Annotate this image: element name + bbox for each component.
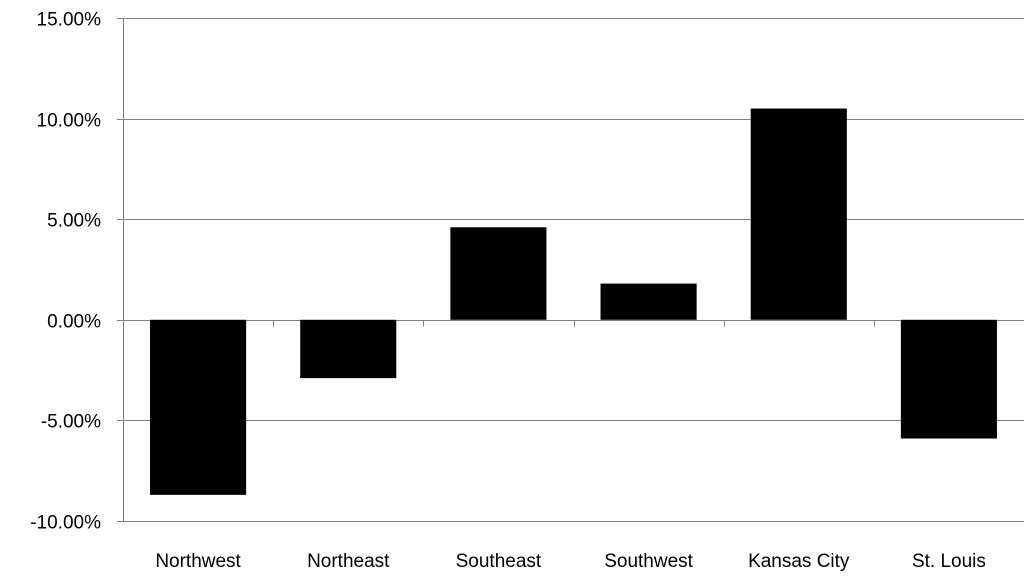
x-category-label: Kansas City — [748, 551, 850, 572]
y-tick-label: 0.00% — [47, 312, 101, 333]
y-tick-label: -10.00% — [30, 513, 101, 534]
y-tick-label: 15.00% — [37, 10, 102, 31]
bar-northwest — [150, 319, 247, 495]
x-category-label: Northeast — [307, 551, 390, 572]
bar-southeast — [450, 227, 547, 320]
bar-st-louis — [900, 319, 997, 439]
axes — [117, 18, 1024, 522]
y-tick-label: 10.00% — [37, 111, 102, 132]
gridlines — [123, 18, 1024, 522]
bar-southwest — [600, 283, 697, 320]
bar-kansas-city — [750, 108, 847, 320]
x-category-label: Southeast — [456, 551, 542, 572]
y-tick-label: -5.00% — [41, 412, 101, 433]
bars — [150, 108, 997, 495]
y-tick-label: 5.00% — [47, 211, 101, 232]
y-tick-labels: -10.00% -5.00% 0.00% 5.00% 10.00% 15.00% — [30, 10, 101, 534]
x-category-label: Southwest — [604, 551, 693, 572]
x-category-label: Northwest — [155, 551, 241, 572]
bar-northeast — [300, 319, 397, 379]
x-category-labels: Northwest Northeast Southeast Southwest Kans… — [155, 551, 986, 572]
x-category-label: St. Louis — [912, 551, 986, 572]
